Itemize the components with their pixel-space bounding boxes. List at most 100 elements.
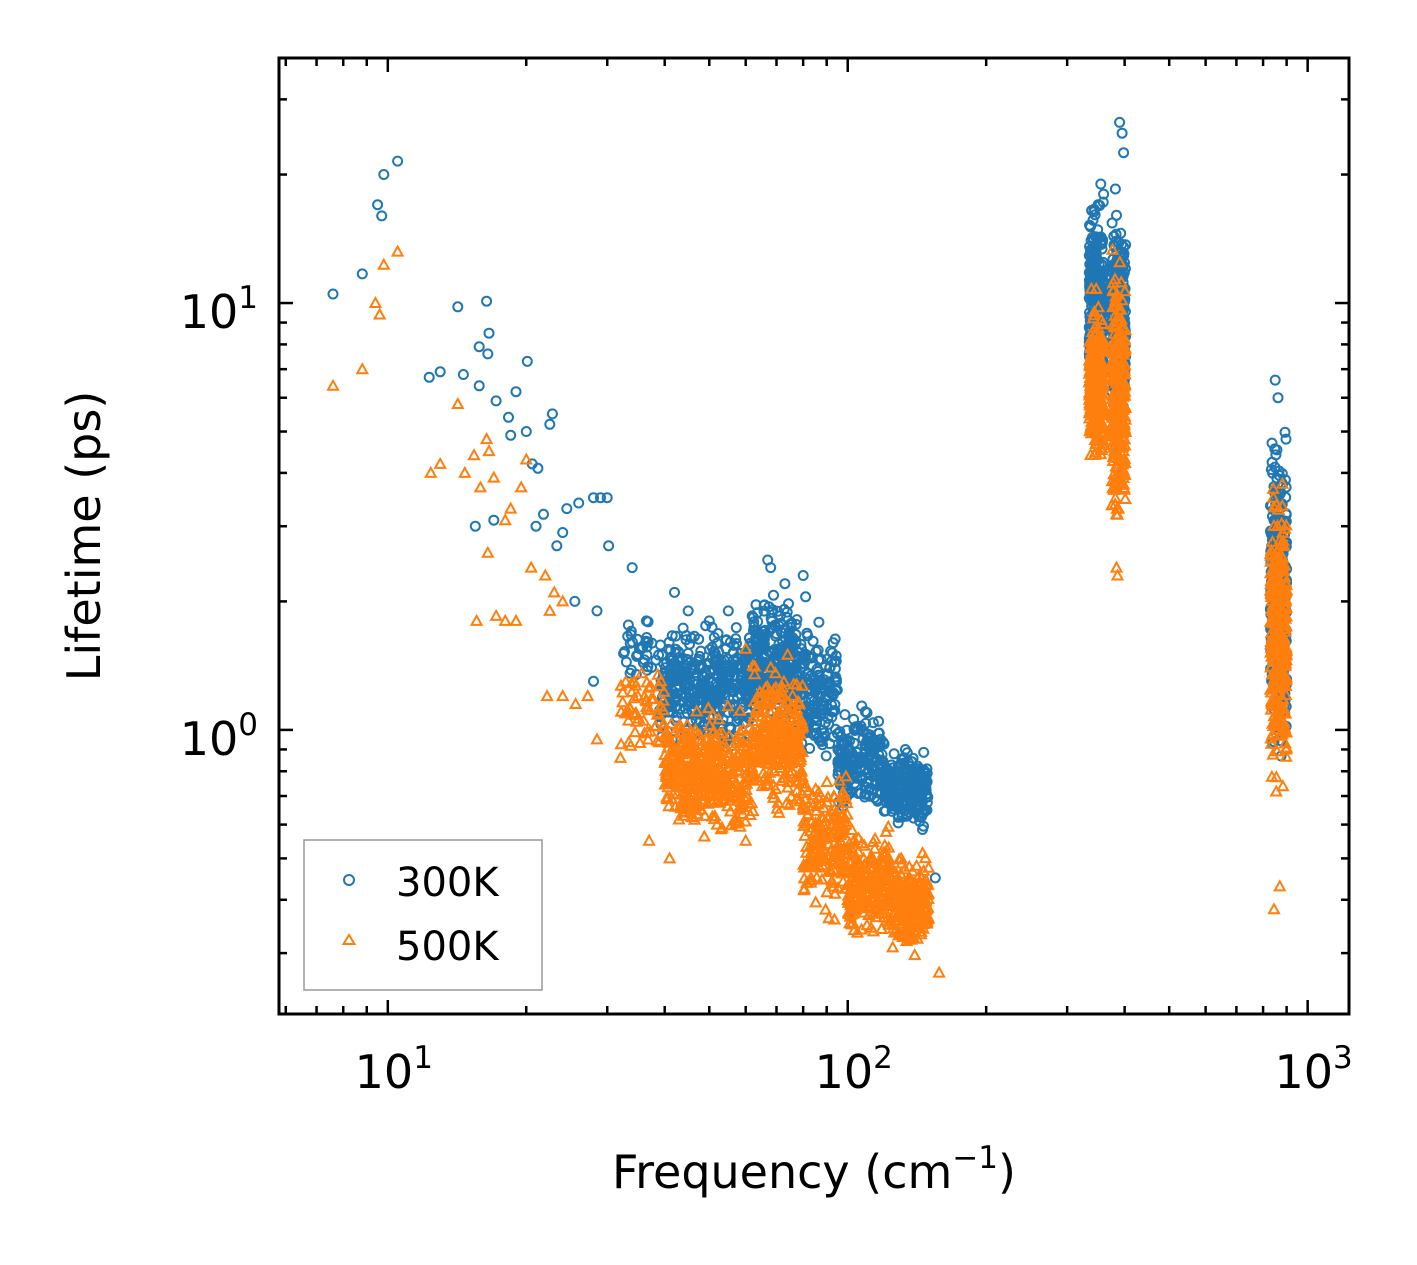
data-point-500k xyxy=(628,707,643,720)
data-point-300k xyxy=(765,562,777,574)
data-point-300k xyxy=(680,653,692,665)
data-point-500k xyxy=(669,774,683,787)
data-point-300k xyxy=(710,651,721,662)
data-point-500k xyxy=(623,700,637,713)
data-point-500k xyxy=(613,750,628,763)
data-point-300k xyxy=(1093,270,1105,282)
data-point-300k xyxy=(864,749,876,761)
data-point-300k xyxy=(914,815,926,827)
data-point-300k xyxy=(828,687,840,699)
data-point-500k xyxy=(614,737,628,750)
data-point-300k xyxy=(731,638,742,649)
data-point-300k xyxy=(783,632,795,644)
data-point-500k xyxy=(704,766,718,779)
data-point-300k xyxy=(706,621,718,633)
data-point-300k xyxy=(859,706,871,718)
data-point-300k xyxy=(731,715,743,727)
data-point-300k xyxy=(1280,433,1292,445)
data-point-500k xyxy=(733,703,747,716)
data-point-300k xyxy=(1279,426,1291,438)
data-point-500k xyxy=(669,743,684,756)
data-point-500k xyxy=(1267,902,1281,915)
data-point-300k xyxy=(907,752,919,764)
data-point-500k xyxy=(637,726,652,739)
data-point-300k xyxy=(695,645,707,657)
data-point-300k xyxy=(866,784,878,796)
data-point-300k xyxy=(677,622,689,634)
data-point-300k xyxy=(873,727,885,739)
data-point-300k xyxy=(481,295,493,307)
data-point-300k xyxy=(1095,178,1107,190)
data-point-500k xyxy=(556,689,570,702)
data-point-500k xyxy=(514,480,528,493)
data-point-500k xyxy=(784,789,798,802)
data-point-300k xyxy=(699,666,711,678)
data-point-500k xyxy=(624,738,638,751)
data-point-300k xyxy=(483,327,495,339)
data-point-500k xyxy=(681,731,695,744)
data-point-500k xyxy=(543,603,557,616)
data-point-300k xyxy=(1272,392,1284,404)
data-point-500k xyxy=(619,674,633,687)
data-point-500k xyxy=(633,735,647,748)
data-point-300k xyxy=(775,651,787,663)
data-point-500k xyxy=(662,851,677,864)
data-point-500k xyxy=(780,647,795,660)
data-point-500k xyxy=(1273,879,1287,892)
data-point-300k xyxy=(880,776,892,788)
data-point-300k xyxy=(569,595,581,607)
data-point-300k xyxy=(805,706,817,718)
data-point-500k xyxy=(637,713,651,726)
data-point-500k xyxy=(666,786,680,799)
data-point-500k xyxy=(390,244,405,257)
data-point-500k xyxy=(715,820,729,833)
data-point-300k xyxy=(855,720,867,732)
data-point-300k xyxy=(588,492,599,504)
data-point-300k xyxy=(714,691,726,703)
data-point-300k xyxy=(1271,444,1283,456)
data-point-300k xyxy=(1097,256,1109,268)
data-point-500k xyxy=(662,731,676,744)
data-point-500k xyxy=(519,452,533,465)
data-point-300k xyxy=(520,426,532,437)
data-point-500k xyxy=(547,585,561,598)
data-point-500k xyxy=(697,829,711,842)
data-point-300k xyxy=(591,605,603,617)
data-point-300k xyxy=(901,808,913,820)
data-point-500k xyxy=(616,695,630,708)
data-point-300k xyxy=(622,619,634,631)
data-point-300k xyxy=(1118,147,1130,159)
data-point-300k xyxy=(758,605,770,617)
data-point-500k xyxy=(556,594,570,607)
data-point-300k xyxy=(677,665,689,677)
y-axis-label: Lifetime (ps) xyxy=(57,391,111,682)
data-point-500k xyxy=(504,501,518,514)
data-point-500k xyxy=(326,378,340,391)
data-point-300k xyxy=(914,778,926,790)
data-point-300k xyxy=(798,652,810,664)
data-point-500k xyxy=(684,739,699,752)
data-point-300k xyxy=(797,570,809,581)
data-point-500k xyxy=(721,699,735,712)
data-point-500k xyxy=(688,799,703,812)
data-point-300k xyxy=(561,503,573,515)
data-point-300k xyxy=(482,348,494,360)
data-point-500k xyxy=(733,819,747,832)
data-point-300k xyxy=(779,578,791,590)
data-point-500k xyxy=(498,513,512,526)
data-point-500k xyxy=(733,724,747,737)
data-point-500k xyxy=(738,814,753,827)
data-point-300k xyxy=(735,674,747,686)
data-point-300k xyxy=(892,817,904,829)
data-point-300k xyxy=(546,408,558,420)
data-point-500k xyxy=(640,675,654,688)
data-point-500k xyxy=(568,696,583,709)
data-point-500k xyxy=(662,799,676,812)
data-point-500k xyxy=(458,465,472,478)
data-point-500k xyxy=(694,733,709,746)
data-point-500k xyxy=(509,613,523,626)
data-point-500k xyxy=(675,764,689,777)
data-point-300k xyxy=(918,764,930,776)
data-point-300k xyxy=(859,763,871,775)
data-point-300k xyxy=(693,633,705,645)
